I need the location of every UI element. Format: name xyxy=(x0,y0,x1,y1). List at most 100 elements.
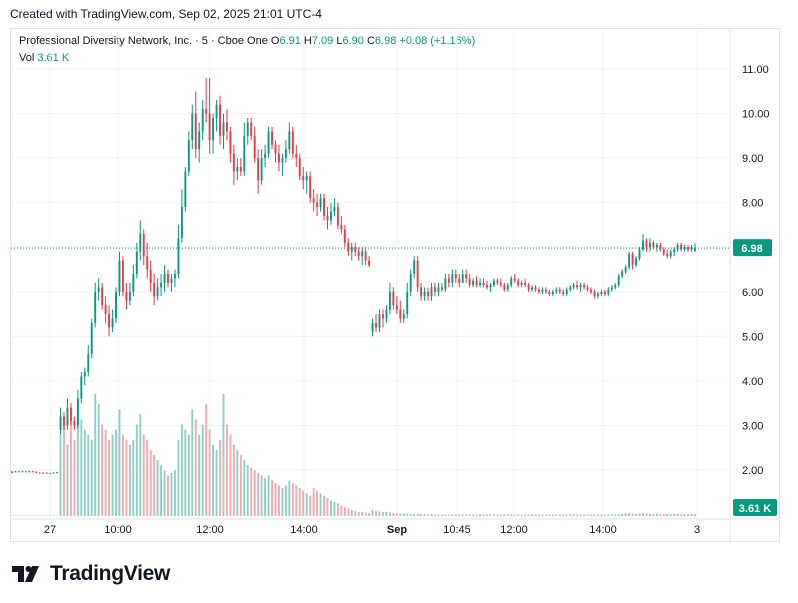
candle-body xyxy=(163,273,166,283)
volume-bar xyxy=(31,515,34,516)
volume-bar xyxy=(271,480,273,516)
candle-body xyxy=(406,291,409,315)
candle-body xyxy=(388,291,391,310)
candle-body xyxy=(135,251,138,274)
volume-bar xyxy=(14,515,17,516)
volume-bar xyxy=(458,514,461,516)
volume-bar xyxy=(517,514,520,516)
volume-bar xyxy=(368,512,371,516)
volume-bar xyxy=(510,514,513,516)
candle-body xyxy=(631,253,634,266)
open-value: 6.91 xyxy=(279,35,301,47)
volume-bar xyxy=(142,434,145,516)
candle-body xyxy=(562,291,565,295)
candle-body xyxy=(645,240,648,248)
symbol-name: Professional Diversity Network, Inc. · 5… xyxy=(19,35,268,47)
candle-body xyxy=(371,322,374,332)
volume-bar xyxy=(680,513,683,516)
candle-body xyxy=(662,249,665,254)
volume-bar xyxy=(638,513,641,516)
volume-legend: Vol 3.61 K xyxy=(19,52,69,64)
volume-bar xyxy=(642,512,644,516)
high-value: 7.09 xyxy=(311,35,334,47)
volume-bar xyxy=(45,515,48,516)
volume-bar xyxy=(551,514,554,516)
candle-body xyxy=(201,109,204,132)
volume-bar xyxy=(319,493,322,516)
candle-body xyxy=(565,289,568,295)
volume-bar xyxy=(330,500,332,516)
candle-body xyxy=(52,472,55,474)
candle-body xyxy=(298,158,301,176)
volume-label: Vol xyxy=(19,52,35,64)
volume-bar xyxy=(11,515,13,516)
x-tick-label: 10:00 xyxy=(104,524,132,536)
candle-body xyxy=(430,287,433,297)
candle-body xyxy=(531,287,534,290)
volume-bar xyxy=(163,470,166,516)
volume-value: 3.61 K xyxy=(37,52,70,64)
candle-body xyxy=(291,131,294,154)
volume-bar xyxy=(399,513,402,516)
candle-body xyxy=(482,282,485,286)
candle-body xyxy=(635,258,638,266)
last-price-badge xyxy=(733,239,772,257)
high-label: H xyxy=(303,35,312,47)
volume-bar xyxy=(357,511,360,516)
x-tick-label: 14:00 xyxy=(290,524,318,536)
volume-bar xyxy=(128,444,131,516)
candle-body xyxy=(610,287,613,290)
candle-body xyxy=(524,282,527,286)
volume-bar xyxy=(544,514,547,516)
volume-bar xyxy=(451,514,454,516)
volume-bar xyxy=(274,482,277,516)
volume-bar xyxy=(260,475,263,516)
volume-bar xyxy=(434,514,436,516)
candle-body xyxy=(551,291,554,295)
candle-body xyxy=(642,240,644,250)
candle-body xyxy=(153,282,156,297)
tradingview-brand[interactable]: TradingView xyxy=(12,562,170,586)
volume-bar xyxy=(687,513,690,516)
y-tick-label: 4.00 xyxy=(742,376,763,388)
candle-body xyxy=(496,280,499,283)
volume-bar xyxy=(215,449,218,516)
candle-body xyxy=(541,289,544,292)
volume-bar xyxy=(21,515,24,516)
candle-body xyxy=(669,251,672,257)
candle-body xyxy=(326,216,329,221)
volume-bar xyxy=(596,514,599,516)
candle-body xyxy=(38,472,41,474)
candle-body xyxy=(454,273,457,279)
candle-body xyxy=(104,305,107,315)
volume-bar xyxy=(205,404,208,516)
volume-bar xyxy=(506,514,509,516)
volume-bar xyxy=(444,514,447,516)
x-tick-label: 12:00 xyxy=(196,524,224,536)
volume-bar xyxy=(184,429,187,516)
volume-bar xyxy=(146,439,149,516)
volume-bar xyxy=(219,439,221,516)
volume-bar xyxy=(35,515,38,516)
candle-body xyxy=(208,113,211,141)
candle-body xyxy=(583,285,586,288)
candle-body xyxy=(648,242,651,248)
volume-bar xyxy=(385,511,388,516)
candle-body xyxy=(423,291,426,297)
candle-body xyxy=(347,242,350,252)
candle-body xyxy=(173,273,176,279)
candle-body xyxy=(302,175,305,181)
candle-body xyxy=(101,287,104,306)
candle-body xyxy=(180,207,183,239)
volume-bar xyxy=(673,513,676,516)
volume-bar xyxy=(402,513,405,516)
x-tick-label: 27 xyxy=(44,524,56,536)
candle-body xyxy=(76,398,79,426)
chart-frame[interactable] xyxy=(10,28,780,542)
change-value: +0.08 (+1.16%) xyxy=(399,35,476,47)
volume-bar xyxy=(565,514,568,516)
volume-bar xyxy=(291,482,294,516)
volume-bar xyxy=(347,508,350,516)
volume-bar xyxy=(416,513,419,516)
